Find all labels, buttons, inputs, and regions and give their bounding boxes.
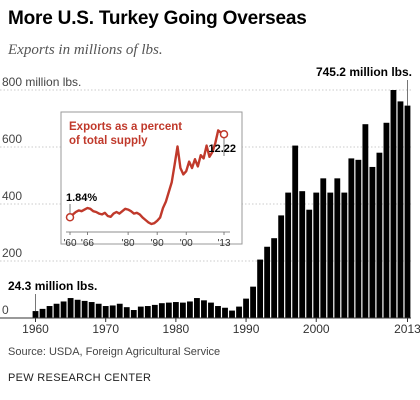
inset-series-line: [68, 129, 226, 226]
inset-x-tick-label: '66: [81, 238, 94, 249]
y-tick-label: 400: [2, 189, 22, 203]
bar-1976: [144, 306, 151, 318]
bar-1965: [67, 298, 74, 318]
y-tick-label: 200: [2, 246, 22, 260]
inset-start-label: 1.84%: [66, 192, 97, 204]
bar-1979: [165, 302, 172, 318]
bar-1993: [264, 246, 271, 318]
bar-1961: [39, 308, 46, 318]
bar-1994: [271, 238, 278, 318]
bar-1999: [306, 209, 313, 318]
annotation-first-value: 24.3 million lbs.: [8, 279, 97, 293]
bar-1977: [151, 304, 158, 318]
inset-start-point: [65, 213, 75, 222]
bar-1967: [81, 300, 88, 318]
bar-1998: [299, 191, 306, 318]
bar-1986: [215, 306, 221, 318]
bar-1972: [116, 303, 123, 318]
bar-1991: [250, 286, 256, 318]
bar-1989: [236, 306, 242, 318]
bar-1995: [278, 215, 285, 318]
source-note: Source: USDA, Foreign Agricultural Servi…: [8, 346, 221, 358]
bar-1985: [208, 302, 214, 318]
bar-1980: [172, 302, 179, 318]
inset-title-line: Exports as a percent: [69, 121, 182, 133]
turkey-exports-chart: 0 200 400 600 800 million lbs. 1960 1970 1980 19…: [0, 65, 420, 336]
bar-1970: [102, 306, 109, 318]
inset-x-tick-label: '90: [151, 238, 164, 249]
bar-1987: [222, 307, 228, 318]
bar-1981: [179, 302, 186, 318]
y-tick-label: 800 million lbs.: [2, 75, 81, 89]
bar-1982: [187, 301, 193, 318]
bar-2006: [355, 159, 362, 318]
bar-1966: [74, 299, 81, 318]
bar-1960: [32, 311, 39, 318]
chart-title: More U.S. Turkey Going Overseas: [8, 8, 307, 29]
bar-2000: [313, 192, 320, 318]
bar-1969: [95, 303, 102, 318]
bar-1990: [243, 298, 249, 318]
x-tick-label: 1970: [92, 322, 119, 336]
bar-1997: [292, 145, 299, 318]
inset-x-tick-label: '13: [217, 238, 230, 249]
x-tick-label: 1980: [163, 322, 190, 336]
bar-1975: [137, 306, 144, 318]
bar-1992: [257, 259, 264, 318]
publisher-name: PEW RESEARCH CENTER: [8, 372, 152, 384]
annotation-last-value: 745.2 million lbs.: [316, 65, 412, 79]
bar-2007: [362, 124, 369, 318]
inset-x-tick-label: '60: [63, 238, 76, 249]
bar-1964: [60, 301, 67, 318]
inset-end-point: [219, 129, 229, 139]
bar-1968: [88, 302, 95, 318]
bar-2008: [369, 166, 376, 318]
bar-2010: [383, 122, 390, 319]
bar-2005: [348, 158, 355, 318]
inset-end-label: 12.22: [208, 143, 236, 155]
inset-box: [60, 111, 243, 245]
x-tick-label: 2013: [394, 322, 420, 336]
bar-1974: [130, 310, 137, 318]
bar-2009: [376, 152, 383, 318]
bar-2002: [327, 192, 334, 318]
bar-2011: [390, 90, 397, 318]
bar-1988: [229, 310, 235, 318]
x-tick-label: 2000: [303, 322, 330, 336]
bar-1996: [285, 192, 292, 318]
bar-1962: [46, 306, 53, 318]
bar-2003: [334, 178, 341, 318]
bar-2012: [397, 101, 404, 319]
y-tick-label: 0: [2, 303, 9, 317]
bar-2004: [341, 192, 348, 318]
bar-1983: [194, 298, 200, 318]
bar-2013: [404, 105, 411, 318]
inset-x-tick-label: '80: [122, 238, 135, 249]
inset-title-line: of total supply: [69, 135, 148, 147]
x-tick-label: 1990: [233, 322, 260, 336]
chart-subtitle: Exports in millions of lbs.: [8, 42, 163, 58]
bar-1978: [158, 303, 165, 318]
bar-2001: [320, 178, 327, 318]
y-tick-label: 600: [2, 132, 22, 146]
inset-x-tick-label: '00: [180, 238, 193, 249]
bar-1973: [123, 307, 130, 318]
bar-1971: [109, 305, 116, 318]
bar-1963: [53, 303, 60, 318]
x-tick-label: 1960: [22, 322, 49, 336]
bar-1984: [201, 300, 207, 318]
